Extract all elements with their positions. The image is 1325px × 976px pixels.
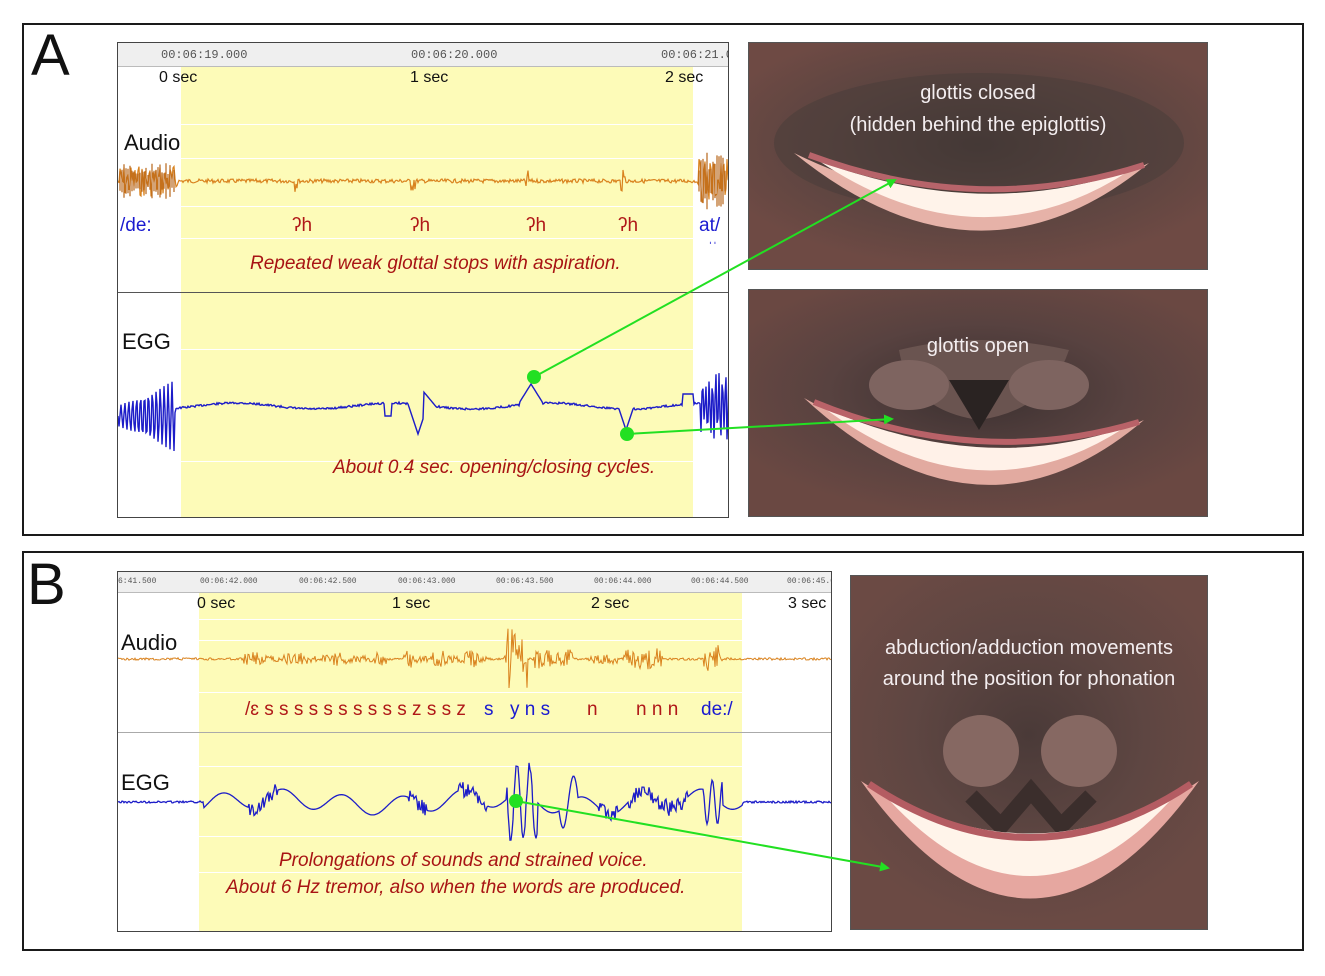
panel-a-egg-waveform (118, 373, 728, 452)
panel-b-photo-art (861, 715, 1199, 899)
panel-b-photo-larynx: abduction/adduction movements around the… (850, 575, 1208, 930)
panel-b-annotation-line-2: About 6 Hz tremor, also when the words a… (226, 877, 686, 898)
panel-a-audio-waveform (118, 159, 728, 204)
panel-b-ruler-time-7: 00:06:45.00 (787, 577, 831, 586)
panel-a-waveform-plot: 00:06:19.000 00:06:20.000 00:06:21.0 0 s… (117, 42, 729, 518)
panel-b-egg-waveform (118, 762, 831, 841)
panel-a-photo-closed-caption-2: (hidden behind the epiglottis) (849, 114, 1107, 136)
panel-a-time-ruler: 00:06:19.000 00:06:20.000 00:06:21.0 (118, 43, 728, 67)
panel-a-phon-start: /de: (120, 215, 152, 236)
panel-b-waves-svg (118, 628, 831, 841)
panel-b-grid-line (199, 640, 742, 641)
panel-a-sec-label-2: 2 sec (665, 69, 704, 86)
panel-b-grid-line (199, 836, 742, 837)
panel-a-egg-label: EGG (122, 329, 171, 354)
panel-a-audio-annotation: Repeated weak glottal stops with aspirat… (250, 253, 621, 274)
panel-a-glottal-mark-2: ʔh (410, 215, 431, 236)
panel-a-ruler-time-1: 00:06:19.000 (161, 48, 248, 62)
panel-b-audio-waveform (118, 628, 831, 689)
panel-b-audio-label: Audio (121, 630, 178, 655)
panel-b-photo-caption-1: abduction/adduction movements (885, 637, 1173, 659)
panel-b-grid-line (199, 692, 742, 693)
panel-a-letter: A (31, 23, 70, 88)
panel-a-grid-line (181, 206, 693, 207)
panel-a-ruler-time-3: 00:06:21.0 (661, 48, 729, 62)
panel-b-ruler-time-3: 00:06:43.000 (398, 577, 456, 586)
panel-b-ruler-time-1: 00:06:42.000 (200, 577, 258, 586)
panel-b-phon-red-2: n (587, 699, 598, 720)
panel-a-audio-label: Audio (124, 130, 181, 155)
panel-b-phon-red-3: n n n (636, 699, 679, 720)
panel-a-photo-open-caption: glottis open (926, 335, 1030, 357)
panel-a-photo-closed-caption-1: glottis closed (920, 82, 1036, 104)
panel-b-selection-highlight (199, 592, 742, 931)
panel-b-waveform-plot: 6:41.500 00:06:42.000 00:06:42.500 00:06… (117, 571, 832, 932)
panel-b-track-divider (118, 732, 831, 733)
panel-a-sec-label-0: 0 sec (159, 69, 198, 86)
panel-b-ruler-time-4: 00:06:43.500 (496, 577, 554, 586)
panel-b-phon-blue-2: y n s (510, 699, 551, 720)
panel-b-ruler-time-6: 00:06:44.500 (691, 577, 749, 586)
panel-a-glottal-mark-1: ʔh (292, 215, 313, 236)
panel-b-photo-caption-2: around the position for phonation (882, 668, 1176, 690)
panel-a-photo-closed-art (774, 73, 1184, 231)
panel-b-phon-blue-3: de:/ (701, 699, 733, 720)
panel-b-sec-label-1: 1 sec (392, 595, 431, 612)
panel-b-time-ruler: 6:41.500 00:06:42.000 00:06:42.500 00:06… (118, 572, 831, 593)
panel-a-photo-open-art (804, 340, 1144, 485)
panel-b-sec-label-2: 2 sec (591, 595, 630, 612)
panel-b-sec-label-3: 3 sec (788, 595, 827, 612)
panel-a-photo-glottis-open: glottis open (748, 289, 1208, 517)
panel-a-egg-annotation: About 0.4 sec. opening/closing cycles. (333, 457, 656, 478)
panel-a-ruler-time-2: 00:06:20.000 (411, 48, 498, 62)
panel-b-sec-label-0: 0 sec (197, 595, 236, 612)
panel-b-egg-label: EGG (121, 770, 170, 795)
panel-a-track-divider (118, 292, 728, 293)
panel-b-ruler-time-0: 6:41.500 (118, 577, 157, 586)
panel-a-grid-line (181, 158, 693, 159)
panel-b-grid-line (199, 872, 742, 873)
panel-b-grid-line (199, 766, 742, 767)
panel-a-grid-line (181, 124, 693, 125)
panel-a-waves-svg (118, 152, 728, 452)
panel-a-photo-glottis-closed: glottis closed (hidden behind the epiglo… (748, 42, 1208, 270)
panel-b-phon-red-1: /ɛ s s s s s s s s s s z s s z (245, 699, 466, 720)
panel-b-letter: B (27, 552, 66, 617)
panel-a-grid-line (181, 461, 693, 462)
panel-b-ruler-time-5: 00:06:44.000 (594, 577, 652, 586)
panel-b-ruler-time-2: 00:06:42.500 (299, 577, 357, 586)
panel-b-phon-blue-1: s (484, 699, 494, 720)
panel-a-grid-line (181, 238, 693, 239)
panel-b-grid-line (199, 619, 742, 620)
panel-a-grid-line (181, 349, 693, 350)
panel-a-sec-label-1: 1 sec (410, 69, 449, 86)
